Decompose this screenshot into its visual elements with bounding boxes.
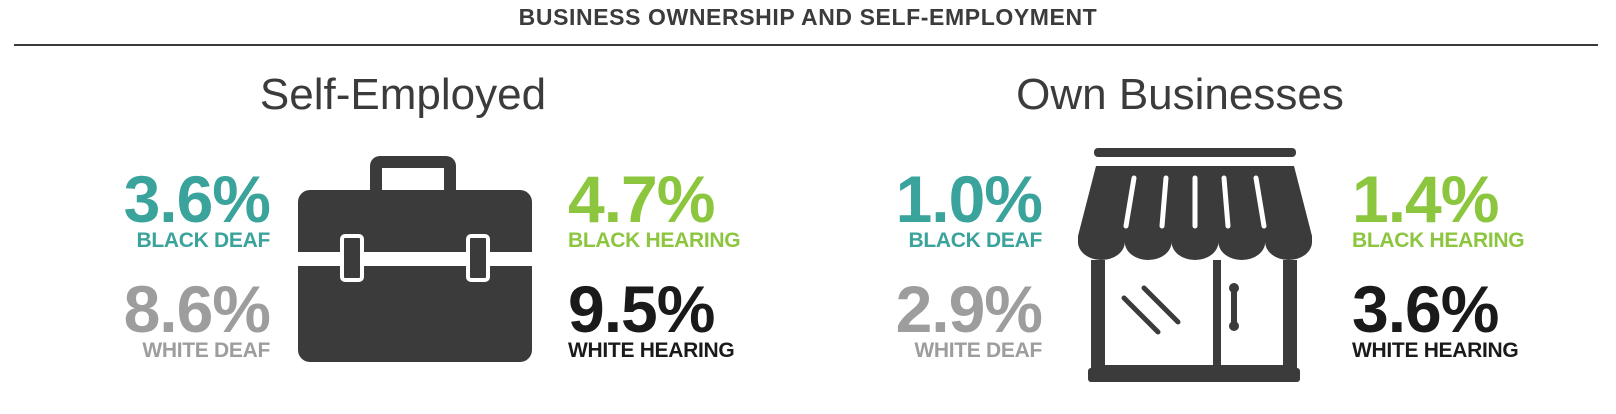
stat-label: WHITE DEAF <box>142 339 270 362</box>
title-divider <box>14 44 1598 46</box>
stat-white-hearing: 9.5% WHITE HEARING <box>568 272 735 362</box>
stat-white-deaf: 2.9% WHITE DEAF <box>895 272 1043 362</box>
panel-title-own-businesses: Own Businesses <box>1016 70 1344 119</box>
stat-label: BLACK DEAF <box>908 229 1043 252</box>
stat-value: 3.6% <box>1352 272 1499 346</box>
stat-value: 2.9% <box>895 272 1043 346</box>
panel-title-self-employed: Self-Employed <box>259 70 547 119</box>
stat-label: WHITE DEAF <box>914 339 1042 362</box>
stat-black-deaf: 3.6% BLACK DEAF <box>123 162 271 252</box>
stat-value: 9.5% <box>568 272 715 346</box>
stat-label: BLACK HEARING <box>1352 229 1525 252</box>
stat-value: 1.4% <box>1352 162 1499 236</box>
storefront-icon <box>1078 148 1312 382</box>
page-title: BUSINESS OWNERSHIP AND SELF-EMPLOYMENT <box>518 4 1098 30</box>
stat-value: 3.6% <box>123 162 271 236</box>
stat-value: 8.6% <box>123 272 271 346</box>
stat-black-hearing: 4.7% BLACK HEARING <box>568 162 741 252</box>
stat-value: 1.0% <box>895 162 1043 236</box>
stat-black-hearing: 1.4% BLACK HEARING <box>1352 162 1525 252</box>
stat-label: BLACK DEAF <box>136 229 271 252</box>
stat-black-deaf: 1.0% BLACK DEAF <box>895 162 1043 252</box>
briefcase-icon <box>298 156 532 362</box>
stat-label: BLACK HEARING <box>568 229 741 252</box>
stat-white-deaf: 8.6% WHITE DEAF <box>123 272 271 362</box>
stat-value: 4.7% <box>568 162 715 236</box>
stat-white-hearing: 3.6% WHITE HEARING <box>1352 272 1519 362</box>
stat-label: WHITE HEARING <box>1352 339 1519 362</box>
stat-label: WHITE HEARING <box>568 339 735 362</box>
